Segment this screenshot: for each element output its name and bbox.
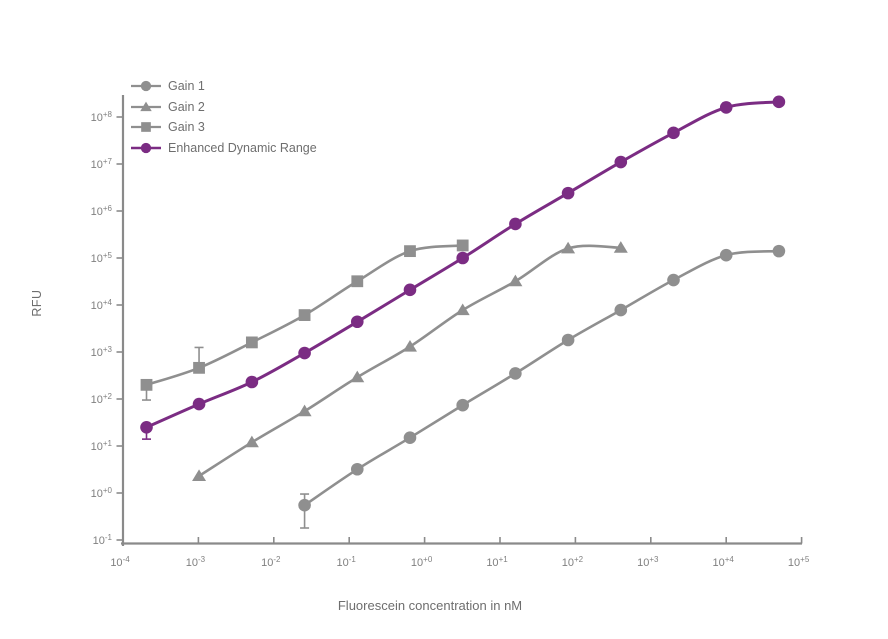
data-point-square	[404, 245, 416, 258]
data-point-triangle	[455, 303, 470, 316]
data-point-circle	[456, 398, 469, 412]
data-point-triangle	[350, 370, 365, 383]
enhanced-dynamic-range-legend-marker-icon	[131, 142, 161, 153]
data-point-circle	[298, 498, 311, 512]
data-point-square	[456, 239, 469, 252]
legend-item-gain-1: Gain 1	[130, 76, 317, 97]
data-point-circle	[350, 315, 364, 329]
legend-label: Gain 1	[168, 79, 205, 94]
x-tick-label: 10-3	[186, 555, 206, 569]
legend-item-gain-3: Gain 3	[130, 117, 317, 138]
data-point-triangle	[508, 274, 523, 287]
y-tick-label: 10+3	[91, 345, 113, 359]
gain-3-legend-marker-icon	[131, 122, 161, 133]
y-tick-label: 10+5	[91, 251, 113, 265]
x-tick-label: 10+3	[637, 555, 659, 569]
data-point-triangle	[297, 404, 312, 417]
data-point-circle	[403, 431, 417, 445]
data-point-square	[193, 361, 205, 374]
y-tick-label: 10+0	[91, 486, 113, 500]
gain-1-legend-marker-icon	[131, 81, 161, 92]
data-point-circle	[667, 273, 680, 287]
data-point-circle	[140, 81, 152, 92]
data-point-circle	[403, 283, 417, 297]
data-point-circle	[719, 248, 733, 262]
data-point-circle	[561, 186, 575, 200]
y-tick-label: 10+8	[91, 110, 113, 124]
data-point-square	[351, 275, 364, 288]
data-point-circle	[561, 333, 575, 347]
data-point-circle	[298, 346, 311, 360]
data-point-square	[298, 309, 311, 321]
x-axis-title: Fluorescein concentration in nM	[337, 598, 523, 613]
series-gain-3	[140, 239, 469, 401]
y-tick-label: 10+6	[91, 204, 113, 218]
x-tick-label: 10-2	[261, 555, 281, 569]
series-gain-1-line	[303, 249, 781, 507]
series-gain-2	[192, 241, 628, 481]
x-tick-label: 10+5	[788, 555, 810, 569]
data-point-square	[141, 122, 151, 133]
legend-item-enhanced-dynamic-range: Enhanced Dynamic Range	[130, 138, 317, 159]
x-tick-label: 10+1	[486, 555, 508, 569]
data-point-circle	[772, 95, 786, 109]
data-point-circle	[509, 367, 522, 380]
x-tick-label: 10+4	[713, 555, 735, 569]
legend-label: Gain 2	[168, 99, 205, 114]
data-point-triangle	[244, 435, 259, 448]
x-tick-label: 10-4	[110, 555, 130, 569]
data-point-circle	[509, 217, 522, 231]
data-point-triangle	[402, 340, 417, 352]
legend-label: Enhanced Dynamic Range	[168, 140, 317, 155]
data-point-circle	[772, 244, 786, 258]
y-tick-label: 10+7	[91, 157, 113, 171]
legend-label: Gain 3	[168, 120, 205, 135]
y-tick-label: 10-1	[93, 533, 113, 547]
data-point-triangle	[140, 101, 152, 111]
x-tick-label: 10+0	[411, 555, 433, 569]
data-point-circle	[350, 462, 364, 476]
y-axis-title: RFU	[30, 289, 44, 317]
series-enhanced-dynamic-range	[140, 95, 786, 440]
data-point-circle	[667, 126, 680, 140]
chart-legend: Gain 1 Gain 2 Gain 3 Enhanced Dynamic Range	[130, 76, 317, 158]
data-point-circle	[614, 303, 628, 317]
data-point-circle	[614, 155, 628, 169]
gain-2-legend-marker-icon	[131, 101, 161, 111]
data-point-circle	[456, 251, 469, 265]
data-point-triangle	[192, 469, 207, 481]
y-tick-label: 10+2	[91, 392, 113, 406]
series-gain-1	[298, 244, 786, 529]
legend-item-gain-2: Gain 2	[130, 97, 317, 118]
y-tick-label: 10+4	[91, 298, 113, 312]
data-point-square	[245, 336, 258, 349]
x-tick-label: 10-1	[337, 555, 357, 569]
data-point-triangle	[561, 241, 576, 254]
data-point-circle	[192, 397, 206, 411]
data-point-circle	[245, 375, 259, 389]
x-tick-label: 10+2	[562, 555, 584, 569]
data-point-circle	[140, 420, 153, 434]
axes	[121, 95, 802, 546]
data-point-circle	[719, 101, 733, 114]
data-point-circle	[140, 142, 152, 153]
y-tick-label: 10+1	[91, 439, 113, 453]
data-point-square	[140, 378, 153, 391]
data-point-triangle	[613, 241, 628, 253]
